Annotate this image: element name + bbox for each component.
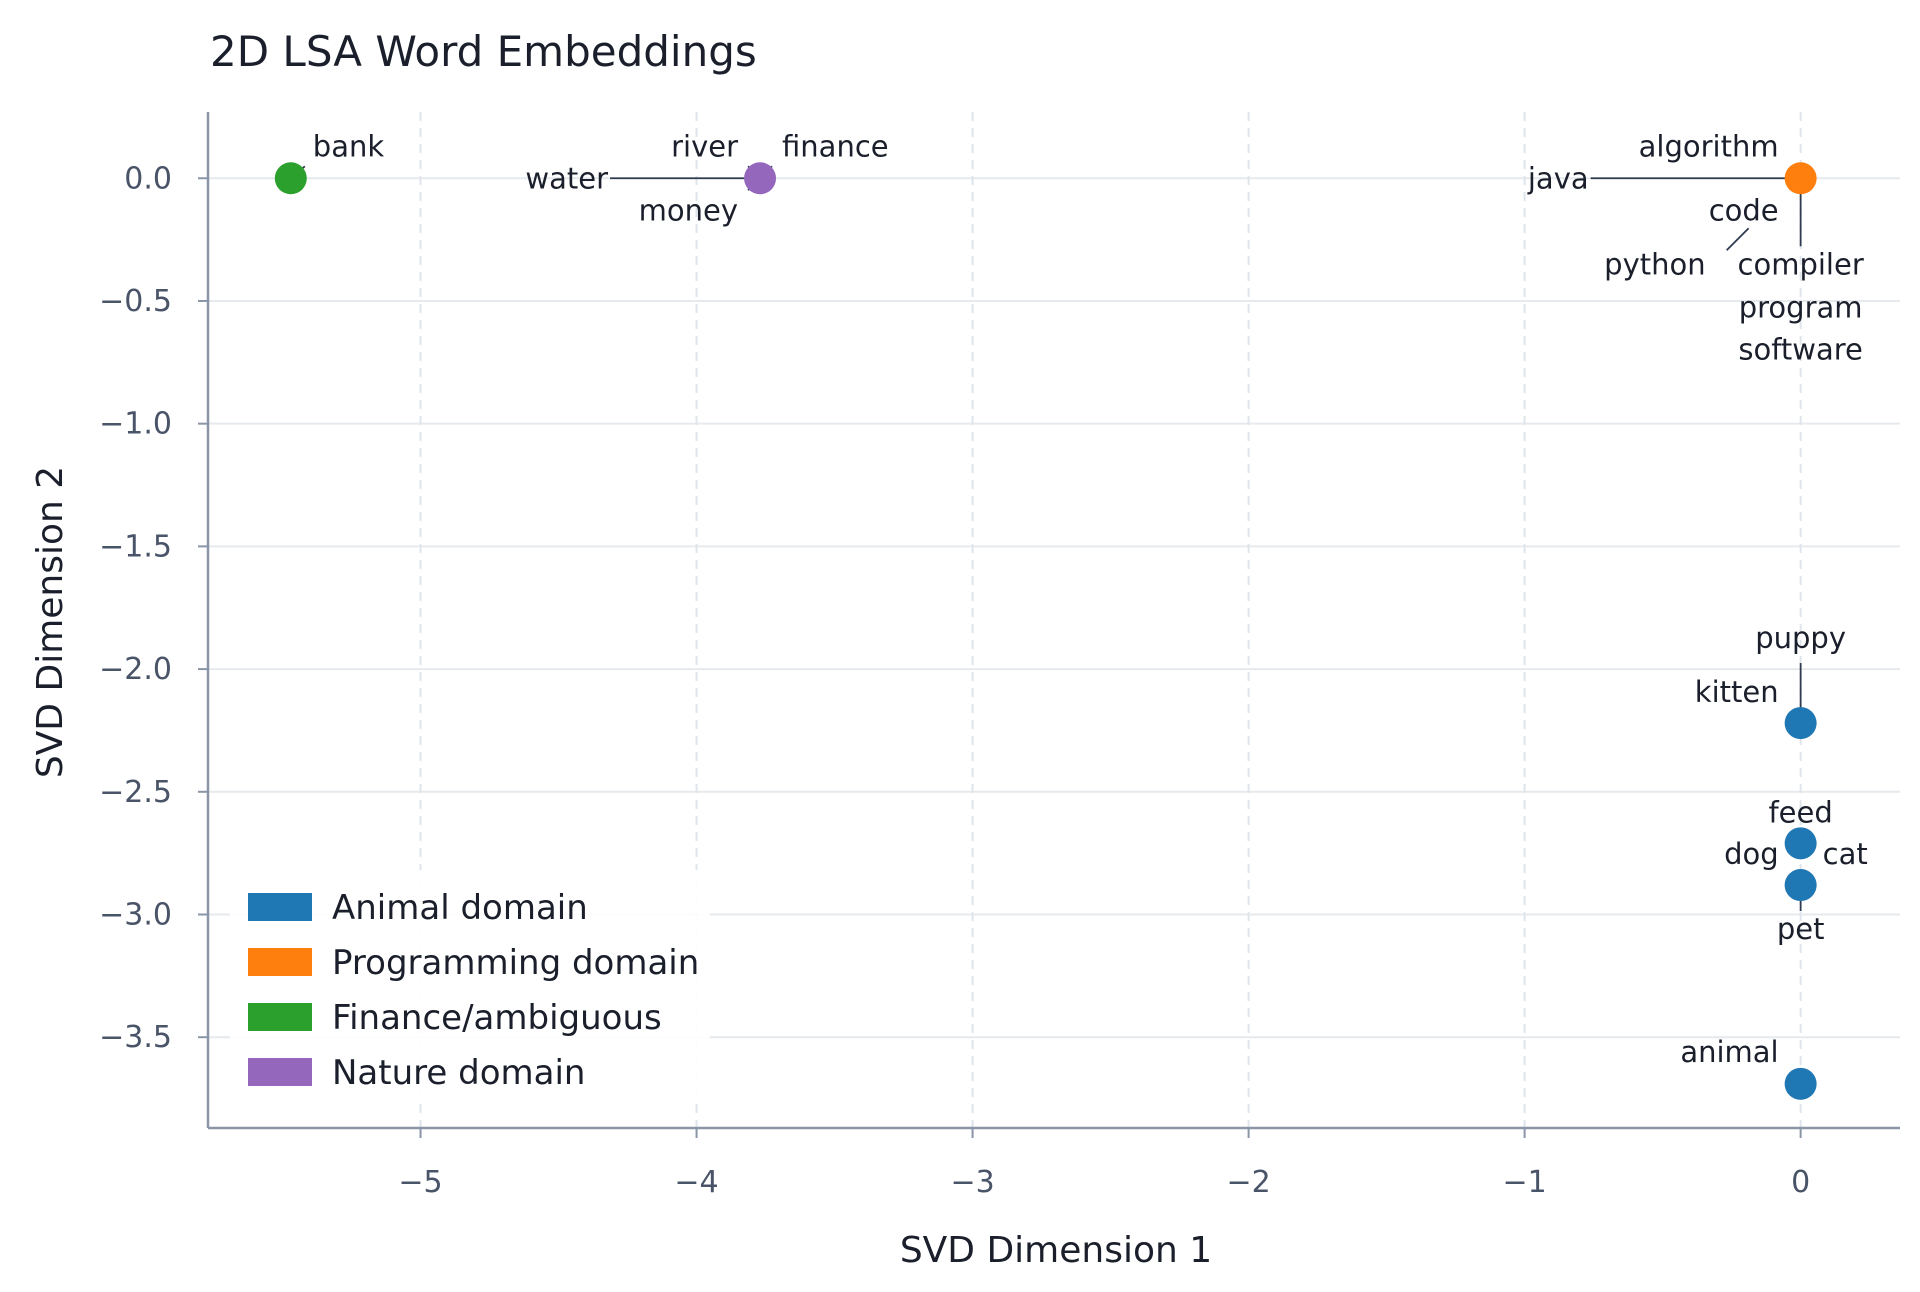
label-pet: pet [1777, 912, 1825, 946]
label-finance: finance [782, 129, 889, 163]
legend-label: Animal domain [332, 888, 588, 928]
legend: Animal domain Programming domain Finance/a… [230, 870, 710, 1100]
point-animal [1784, 1067, 1817, 1100]
label-animal: animal [1680, 1035, 1778, 1069]
label-cat: cat [1823, 837, 1868, 871]
y-tick-label: −0.5 [99, 284, 172, 319]
legend-swatch [248, 1003, 312, 1031]
point-kitten [1784, 707, 1817, 740]
point-algorithm [1784, 162, 1817, 195]
label-python: python [1604, 247, 1705, 281]
legend-label: Nature domain [332, 1053, 585, 1093]
label-water: water [525, 161, 608, 195]
label-program: program [1739, 290, 1863, 324]
label-kitten: kitten [1695, 675, 1779, 709]
label-java: java [1527, 161, 1589, 195]
label-dog: dog [1724, 837, 1779, 871]
point-feed [1784, 827, 1817, 860]
legend-swatch [248, 1058, 312, 1086]
y-tick-label: −3.0 [99, 897, 172, 932]
point-labels: kitten puppy feed dog cat pet animal algorithm j… [313, 129, 1868, 1069]
legend-label: Programming domain [332, 943, 699, 983]
data-points [274, 162, 1817, 1100]
y-axis-label: SVD Dimension 2 [30, 466, 71, 778]
chart-title: 2D LSA Word Embeddings [210, 27, 757, 76]
x-tick-label: −2 [1226, 1165, 1270, 1200]
x-tick-label: −5 [398, 1165, 442, 1200]
x-tick-label: −3 [950, 1165, 994, 1200]
legend-label: Finance/ambiguous [332, 998, 662, 1038]
label-river: river [671, 129, 738, 163]
label-puppy: puppy [1755, 621, 1846, 655]
label-algorithm: algorithm [1639, 129, 1779, 163]
axes: 0.0 −0.5 −1.0 −1.5 −2.0 −2.5 −3.0 −3.5 −5 −4 −3 −2 −… [99, 112, 1900, 1200]
label-code: code [1709, 193, 1779, 227]
point-river [744, 162, 777, 195]
y-tick-label: −2.0 [99, 652, 172, 687]
label-software: software [1738, 332, 1863, 366]
x-tick-label: 0 [1791, 1165, 1810, 1200]
y-tick-label: 0.0 [124, 161, 172, 196]
legend-swatch [248, 948, 312, 976]
x-tick-label: −1 [1502, 1165, 1546, 1200]
y-tick-label: −3.5 [99, 1020, 172, 1055]
label-bank: bank [313, 129, 385, 163]
label-feed: feed [1768, 795, 1832, 829]
point-bank [274, 162, 307, 195]
y-tick-label: −1.5 [99, 529, 172, 564]
label-compiler: compiler [1738, 247, 1864, 281]
y-tick-label: −1.0 [99, 407, 172, 442]
legend-swatch [248, 893, 312, 921]
leader-python [1725, 227, 1750, 251]
point-dog [1784, 869, 1817, 902]
label-money: money [639, 193, 738, 227]
x-axis-label: SVD Dimension 1 [900, 1230, 1212, 1271]
x-tick-label: −4 [674, 1165, 718, 1200]
y-tick-label: −2.5 [99, 775, 172, 810]
